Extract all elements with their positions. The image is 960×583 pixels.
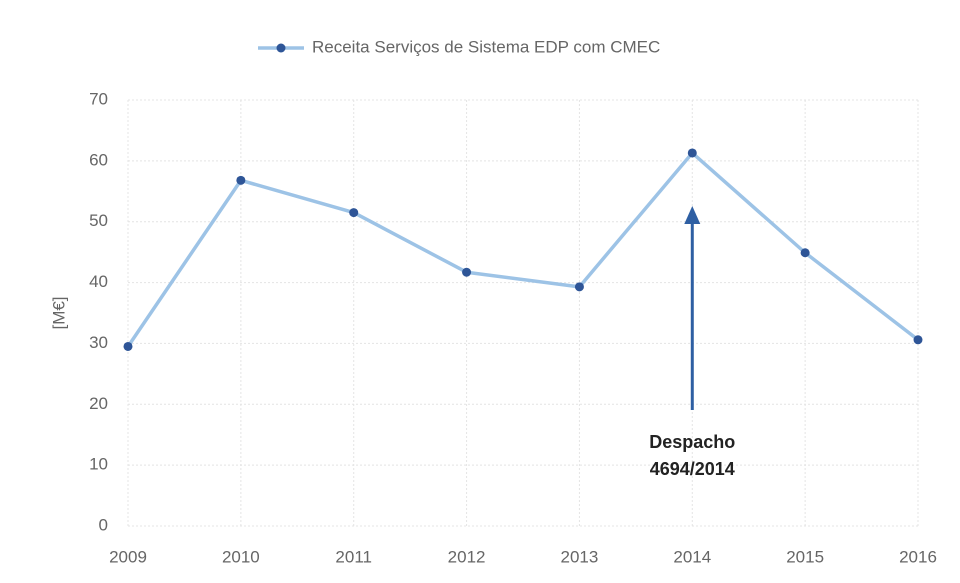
y-tick-label: 50 xyxy=(89,211,108,230)
series-line xyxy=(126,151,920,348)
y-tick-label: 0 xyxy=(99,515,108,534)
data-point xyxy=(236,175,246,185)
data-point xyxy=(123,341,133,351)
annotation-text: 4694/2014 xyxy=(650,459,735,479)
y-tick-label: 70 xyxy=(89,89,108,108)
y-tick-label: 20 xyxy=(89,394,108,413)
data-point xyxy=(800,248,810,258)
data-point xyxy=(574,282,584,292)
data-point xyxy=(913,335,923,345)
x-tick-label: 2015 xyxy=(786,547,824,566)
y-tick-label: 40 xyxy=(89,272,108,291)
y-tick-label: 60 xyxy=(89,150,108,169)
x-tick-label: 2014 xyxy=(673,547,711,566)
data-point xyxy=(462,267,472,277)
y-tick-label: 10 xyxy=(89,455,108,474)
legend-marker xyxy=(276,43,286,53)
legend-label: Receita Serviços de Sistema EDP com CMEC xyxy=(312,37,660,56)
y-tick-label: 30 xyxy=(89,333,108,352)
data-point xyxy=(349,208,359,218)
x-tick-label: 2013 xyxy=(561,547,599,566)
y-axis-label: [M€] xyxy=(49,296,68,329)
data-point xyxy=(687,148,697,158)
annotation-arrowhead xyxy=(684,206,701,224)
x-tick-label: 2012 xyxy=(448,547,486,566)
x-tick-label: 2009 xyxy=(109,547,147,566)
x-tick-label: 2011 xyxy=(335,547,372,566)
x-tick-label: 2016 xyxy=(899,547,937,566)
x-tick-label: 2010 xyxy=(222,547,260,566)
annotation-text: Despacho xyxy=(649,432,735,452)
